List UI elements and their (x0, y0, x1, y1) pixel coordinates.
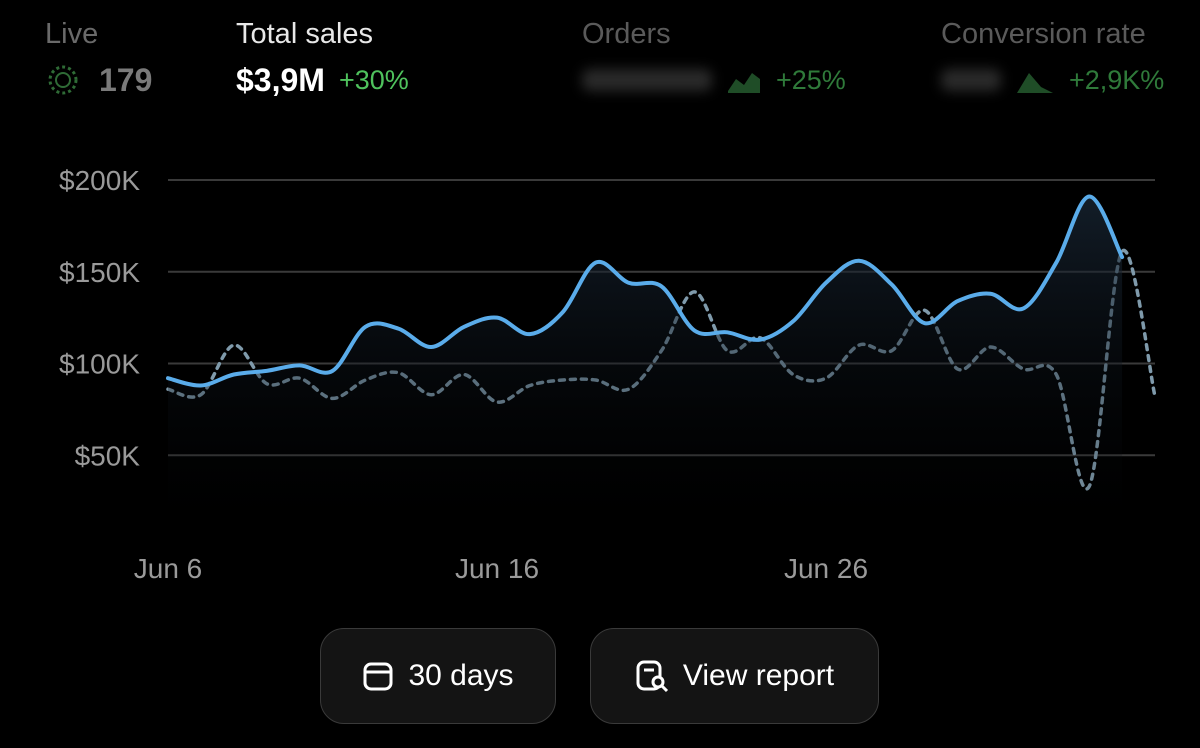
line (166, 194, 1125, 388)
stat-label: Conversion rate (941, 18, 1146, 50)
y-tick-label: $200K (59, 165, 140, 196)
chart: $50K $100K $150K $200K Jun 6 Jun 16 Jun 26 (59, 165, 1157, 584)
trend-icon (1017, 73, 1053, 93)
range-button[interactable]: 30 days (320, 628, 556, 724)
live-icon (48, 65, 78, 95)
y-tick-label: $50K (75, 440, 141, 471)
y-tick-label: $150K (59, 257, 140, 288)
x-tick-label: Jun 26 (784, 553, 868, 584)
trend-icon (728, 73, 760, 93)
stat-label: Live (45, 18, 99, 50)
stat-label: Orders (582, 18, 671, 50)
stat-live: Live 179 (45, 14, 152, 100)
button-label: 30 days (408, 659, 514, 692)
calendar-icon (363, 662, 393, 691)
stat-change: +25% (776, 64, 846, 95)
stat-value: 179 (99, 61, 153, 98)
stat-total-sales: Total sales $3,9M +30% (236, 14, 409, 100)
area (168, 196, 1123, 547)
x-tick-label: Jun 6 (134, 553, 203, 584)
button-label: View report (682, 659, 835, 692)
stat-change: +2,9K% (1069, 64, 1165, 95)
stat-conversion: Conversion rate +2,9K% (941, 14, 1164, 100)
report-button[interactable]: View report (590, 628, 879, 724)
report-icon (636, 660, 668, 693)
y-tick-label: $100K (59, 349, 140, 380)
stat-orders: Orders +25% (582, 14, 846, 100)
blurred-value (941, 69, 1001, 91)
x-tick-label: Jun 16 (455, 553, 539, 584)
blurred-value (582, 69, 712, 91)
stat-label: Total sales (236, 18, 374, 50)
stat-change: +30% (338, 64, 409, 95)
stat-value: $3,9M (236, 61, 325, 98)
